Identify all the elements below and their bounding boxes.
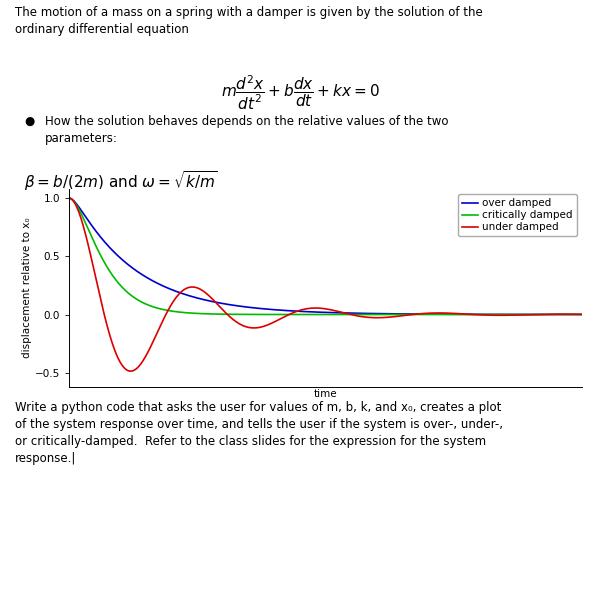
Y-axis label: displacement relative to x₀: displacement relative to x₀ (22, 217, 32, 358)
Text: The motion of a mass on a spring with a damper is given by the solution of the
o: The motion of a mass on a spring with a … (15, 5, 483, 35)
Text: How the solution behaves depends on the relative values of the two
parameters:: How the solution behaves depends on the … (45, 115, 449, 145)
Legend: over damped, critically damped, under damped: over damped, critically damped, under da… (458, 194, 577, 236)
Text: $m\dfrac{d^2x}{dt^2} + b\dfrac{dx}{dt} + kx = 0$: $m\dfrac{d^2x}{dt^2} + b\dfrac{dx}{dt} +… (221, 74, 379, 113)
Text: Write a python code that asks the user for values of m, b, k, and x₀, creates a : Write a python code that asks the user f… (15, 401, 503, 465)
X-axis label: time: time (314, 390, 337, 400)
Text: $\beta = b/(2m)$ and $\omega = \sqrt{k/m}$: $\beta = b/(2m)$ and $\omega = \sqrt{k/m… (24, 169, 218, 193)
Text: ●: ● (24, 115, 34, 128)
